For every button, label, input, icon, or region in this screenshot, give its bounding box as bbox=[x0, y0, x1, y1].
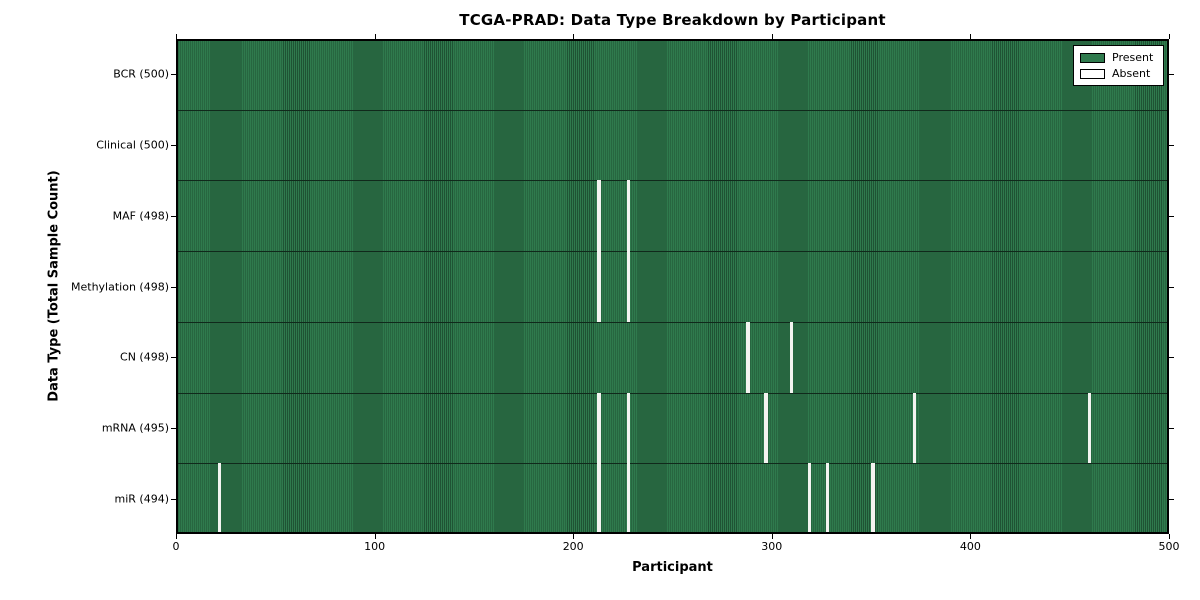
row-boundary bbox=[176, 251, 1169, 253]
xtick-mark-bottom bbox=[374, 534, 376, 539]
ytick-mark-right bbox=[1169, 286, 1174, 288]
ytick-label-CN: CN (498) bbox=[120, 350, 169, 364]
ytick-mark-left bbox=[171, 498, 176, 500]
xtick-label-200: 200 bbox=[562, 540, 584, 553]
ytick-label-BCR: BCR (500) bbox=[113, 67, 169, 81]
ytick-mark-left bbox=[171, 215, 176, 217]
legend-label: Present bbox=[1112, 51, 1154, 64]
plot-area bbox=[176, 39, 1169, 534]
ytick-mark-left bbox=[171, 145, 176, 147]
absent-gap-miR-22 bbox=[217, 463, 222, 534]
chart-title: TCGA-PRAD: Data Type Breakdown by Partic… bbox=[459, 11, 886, 29]
xtick-mark-bottom bbox=[573, 534, 575, 539]
absent-gap-MAF-213 bbox=[597, 180, 601, 252]
absent-gap-mRNA-372 bbox=[913, 392, 917, 464]
absent-gap-miR-319 bbox=[807, 463, 812, 534]
ytick-mark-left bbox=[171, 427, 176, 429]
ytick-mark-right bbox=[1169, 74, 1174, 76]
absent-gap-CN-288 bbox=[746, 321, 750, 393]
present-cells-background bbox=[176, 39, 1169, 534]
absent-gap-mRNA-213 bbox=[597, 392, 601, 464]
absent-gap-Methylation-228 bbox=[627, 251, 631, 322]
xtick-mark-top bbox=[176, 34, 177, 39]
absent-gap-CN-310 bbox=[789, 321, 794, 393]
absent-gap-mRNA-460 bbox=[1087, 392, 1092, 464]
xtick-mark-bottom bbox=[1169, 534, 1170, 539]
ytick-mark-right bbox=[1169, 427, 1174, 429]
legend: Present Absent bbox=[1073, 45, 1164, 86]
xtick-mark-top bbox=[1169, 34, 1170, 39]
legend-entry-present: Present bbox=[1080, 51, 1157, 64]
row-boundary bbox=[176, 321, 1169, 323]
ytick-label-miR: miR (494) bbox=[114, 492, 170, 506]
xtick-mark-top bbox=[771, 34, 773, 39]
xtick-mark-top bbox=[573, 34, 575, 39]
xtick-label-0: 0 bbox=[172, 540, 180, 553]
row-boundary bbox=[176, 180, 1169, 182]
absent-gap-Methylation-213 bbox=[597, 251, 601, 322]
legend-label: Absent bbox=[1112, 67, 1151, 80]
absent-gap-miR-213 bbox=[597, 463, 601, 534]
absent-gap-mRNA-297 bbox=[764, 392, 768, 464]
absent-gap-miR-228 bbox=[627, 463, 631, 534]
ytick-label-MAF: MAF (498) bbox=[112, 209, 169, 223]
absent-gap-MAF-228 bbox=[627, 180, 631, 252]
legend-entry-absent: Absent bbox=[1080, 67, 1157, 80]
xtick-label-400: 400 bbox=[959, 540, 981, 553]
ytick-mark-right bbox=[1169, 357, 1174, 359]
row-boundary bbox=[176, 463, 1169, 465]
ytick-mark-right bbox=[1169, 215, 1174, 217]
ytick-mark-left bbox=[171, 286, 176, 288]
xtick-mark-top bbox=[970, 34, 972, 39]
ytick-mark-right bbox=[1169, 498, 1174, 500]
legend-swatch-present bbox=[1080, 52, 1105, 63]
absent-gap-mRNA-228 bbox=[627, 392, 631, 464]
absent-gap-miR-351 bbox=[871, 463, 875, 534]
ytick-mark-right bbox=[1169, 145, 1174, 147]
absent-gap-miR-328 bbox=[825, 463, 830, 534]
xtick-mark-top bbox=[374, 34, 376, 39]
ytick-mark-left bbox=[171, 74, 176, 76]
xtick-mark-bottom bbox=[176, 534, 177, 539]
xtick-label-300: 300 bbox=[761, 540, 783, 553]
xtick-label-500: 500 bbox=[1158, 540, 1180, 553]
ytick-mark-left bbox=[171, 357, 176, 359]
xtick-mark-bottom bbox=[771, 534, 773, 539]
row-boundary bbox=[176, 109, 1169, 111]
row-boundary bbox=[176, 392, 1169, 394]
xtick-label-100: 100 bbox=[364, 540, 386, 553]
x-axis-title: Participant bbox=[632, 560, 713, 575]
ytick-label-mRNA: mRNA (495) bbox=[101, 421, 169, 435]
legend-swatch-absent bbox=[1080, 68, 1105, 79]
ytick-label-Clinical: Clinical (500) bbox=[96, 138, 169, 152]
xtick-mark-bottom bbox=[970, 534, 972, 539]
ytick-label-Methylation: Methylation (498) bbox=[71, 280, 169, 293]
